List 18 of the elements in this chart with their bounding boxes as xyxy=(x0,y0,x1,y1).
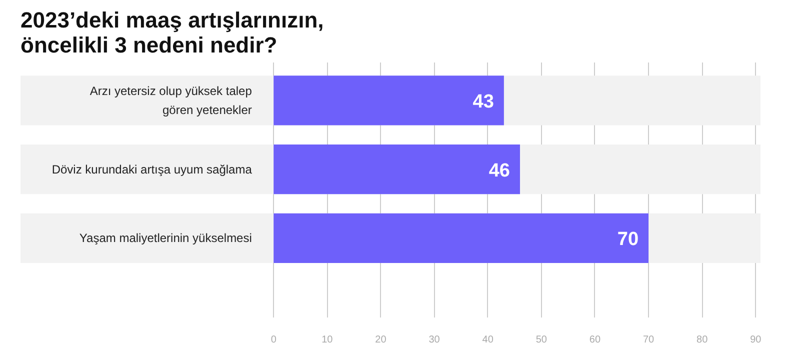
x-tick-label: 80 xyxy=(696,334,708,346)
x-tick-label: 60 xyxy=(589,334,601,346)
x-tick-label: 40 xyxy=(482,334,494,346)
y-tick-label: Yaşam maliyetlerinin yükselmesi xyxy=(79,231,252,246)
bar xyxy=(274,76,504,126)
x-tick-label: 0 xyxy=(270,334,277,346)
y-tick-label: Arzı yetersiz olup yüksek talep gören yetenekler xyxy=(90,84,252,117)
x-tick-label: 10 xyxy=(322,334,334,346)
x-tick-label: 50 xyxy=(536,334,548,346)
x-tick-label: 70 xyxy=(642,334,655,346)
y-tick-label: Döviz kurundaki artışa uyum sağlama xyxy=(52,162,252,176)
chart-title: 2023’deki maaş artışlarınızın, öncelikli 3 nedeni nedir? xyxy=(20,8,324,58)
data-label: 46 xyxy=(488,160,510,182)
x-tick-label: 20 xyxy=(375,334,387,346)
x-tick-label: 90 xyxy=(750,334,762,346)
x-tick-label: 30 xyxy=(428,334,440,346)
data-label: 43 xyxy=(472,91,494,112)
data-label: 70 xyxy=(617,229,639,250)
